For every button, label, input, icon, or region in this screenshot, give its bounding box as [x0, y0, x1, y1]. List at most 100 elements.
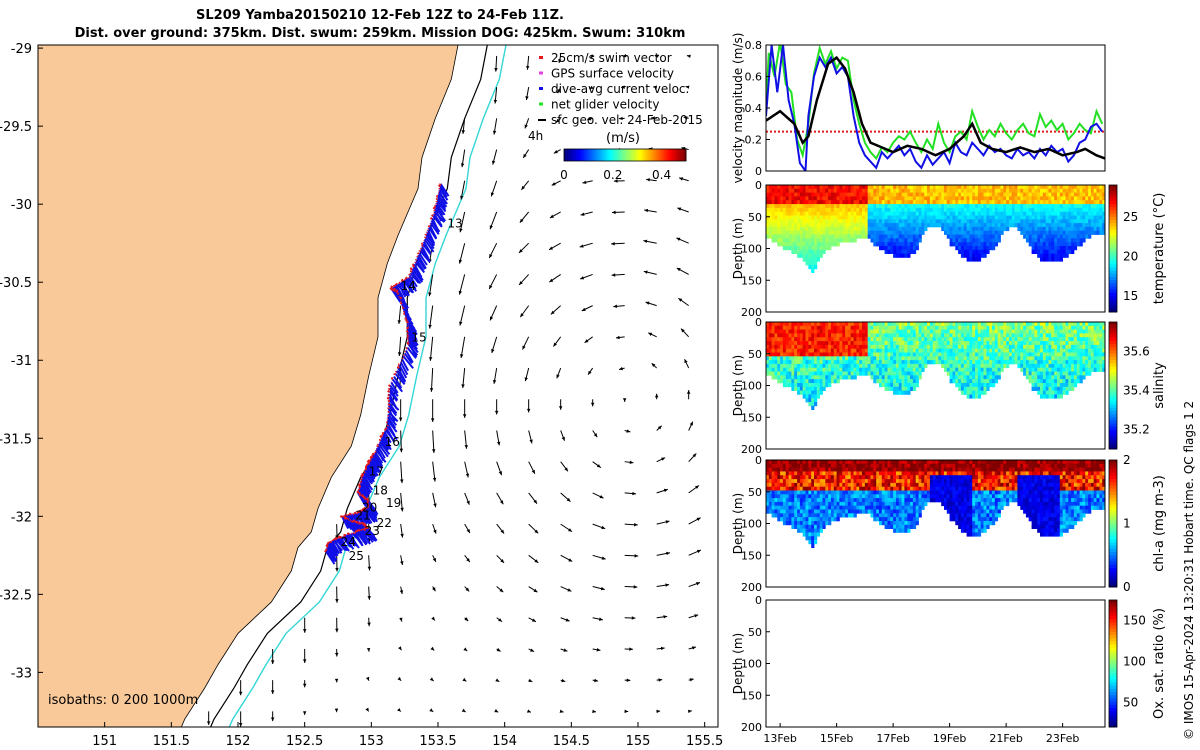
section-cell [1031, 386, 1035, 391]
section-cell [805, 371, 809, 376]
section-cell [850, 192, 854, 197]
section-cell [994, 223, 998, 228]
section-cell [977, 363, 982, 369]
section-cell [870, 322, 874, 327]
section-cell [811, 261, 815, 266]
section-cell [921, 344, 925, 350]
section-cell [881, 341, 885, 346]
section-cell [910, 325, 914, 330]
section-cell [907, 204, 911, 209]
section-cell [870, 215, 874, 220]
section-cell [825, 226, 829, 232]
section-cell [777, 375, 781, 380]
section-cell [997, 329, 1001, 334]
section-cell [907, 238, 911, 243]
section-cell [1017, 352, 1021, 357]
section-cell [862, 371, 866, 376]
section-cell [927, 329, 931, 334]
section-cell [1059, 207, 1063, 213]
section-cell [958, 337, 962, 342]
section-cell [932, 348, 936, 353]
section-cell [1034, 333, 1038, 338]
section-cell [1040, 234, 1044, 239]
section-cell [1000, 200, 1004, 205]
section-cell [771, 348, 775, 353]
section-cell [1031, 215, 1035, 220]
section-cell [1006, 207, 1010, 213]
section-cell [955, 348, 959, 353]
geo-arrow-head [397, 352, 402, 356]
section-cell [1042, 363, 1047, 369]
geo-arrow-head [679, 177, 684, 181]
section-cell [944, 223, 948, 228]
section-cell [1073, 200, 1078, 205]
section-cell [929, 348, 934, 353]
section-cell [915, 215, 919, 220]
section-cell [972, 390, 976, 395]
geo-arrow-head [696, 517, 701, 521]
section-cell [1025, 204, 1030, 209]
section-cell [975, 344, 979, 350]
section-cell [771, 211, 775, 216]
swim-vector [381, 431, 385, 435]
section-cell [966, 371, 970, 376]
section-cell [1059, 223, 1063, 228]
section-cell [1020, 200, 1024, 205]
section-cell [921, 226, 925, 232]
section-cell [997, 337, 1001, 342]
section-cell [1040, 200, 1044, 205]
section-cell [873, 367, 877, 372]
section-cell [958, 204, 962, 209]
section-cell [904, 230, 908, 235]
section-cell [977, 257, 982, 262]
dive-avg-vector [332, 539, 344, 552]
section-cell [802, 234, 806, 239]
section-cell [1062, 337, 1066, 342]
section-cell [890, 386, 894, 391]
section-cell [839, 185, 843, 190]
section-colorbar-tick-label: 15 [1123, 289, 1138, 303]
section-cell [958, 234, 962, 239]
section-cell [799, 211, 804, 216]
section-cell [1040, 329, 1044, 334]
section-cell [836, 215, 840, 220]
section-cell [1011, 219, 1015, 224]
section-cell [794, 344, 798, 350]
section-cell [785, 230, 789, 235]
section-cell [808, 196, 812, 201]
section-cell [819, 367, 823, 372]
section-cell [808, 265, 812, 270]
colorbar-swatch [570, 149, 573, 161]
section-cell [1011, 322, 1015, 327]
section-cell [799, 344, 804, 350]
section-cell [944, 360, 948, 365]
section-cell [932, 211, 936, 216]
dive-avg-vector [437, 195, 448, 208]
section-cell [811, 344, 815, 350]
section-cell [958, 375, 962, 380]
section-cell [1042, 188, 1047, 193]
geo-arrow-head [590, 402, 595, 407]
colorbar-swatch [663, 149, 667, 161]
section-cell [910, 242, 914, 247]
geo-arrow [429, 305, 434, 329]
section-cell [890, 383, 894, 388]
section-cell [785, 242, 789, 247]
section-cell [890, 325, 894, 330]
colorbar-swatch [620, 149, 624, 161]
section-cell [797, 367, 801, 372]
section-cell [1054, 226, 1058, 232]
section-cell [958, 192, 962, 197]
section-cell [1045, 196, 1049, 201]
section-cell [938, 360, 942, 365]
section-cell [1025, 363, 1030, 369]
section-cell [1051, 322, 1055, 327]
velocity-y-tick-label: 0.4 [745, 102, 763, 115]
section-cell [972, 192, 976, 197]
section-cell [1006, 341, 1010, 346]
section-cell [975, 223, 979, 228]
section-cell [949, 363, 953, 369]
section-cell [986, 196, 990, 201]
section-cell [983, 246, 987, 251]
geo-arrow-head [466, 500, 470, 505]
